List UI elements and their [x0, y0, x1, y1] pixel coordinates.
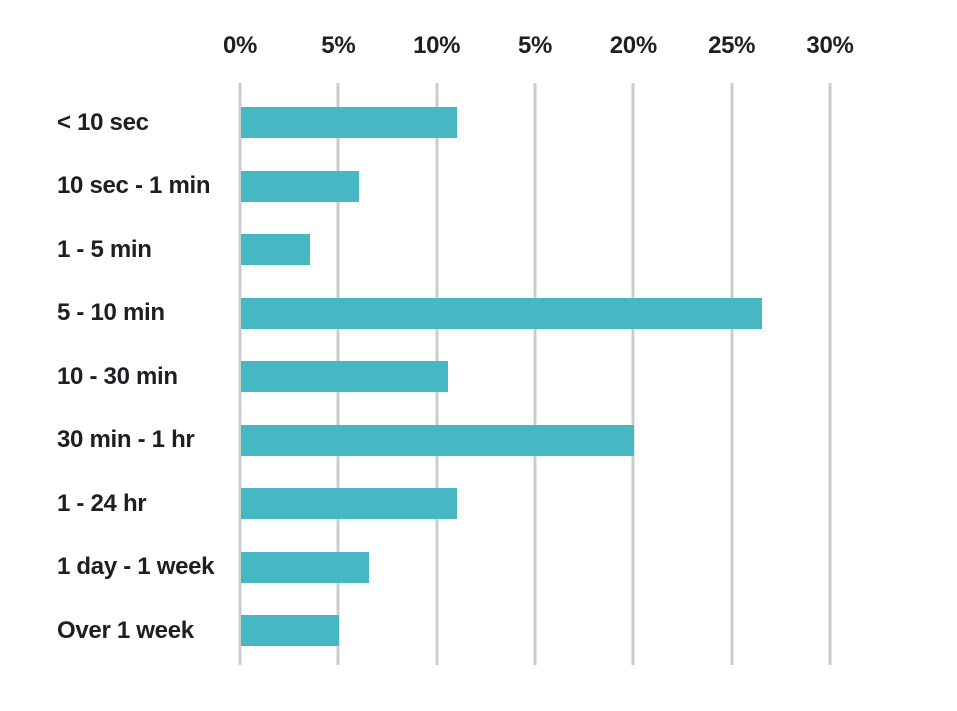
- bar: [241, 361, 448, 392]
- gridline: [631, 83, 635, 665]
- bar: [241, 297, 763, 329]
- gridline: [533, 83, 537, 665]
- bar: [241, 551, 369, 583]
- category-label: 1 - 24 hr: [57, 489, 147, 517]
- bar: [241, 107, 458, 138]
- x-tick-label: 30%: [806, 32, 854, 59]
- category-label: 1 - 5 min: [57, 235, 152, 263]
- category-label: Over 1 week: [57, 616, 194, 644]
- gridline: [730, 83, 734, 665]
- x-tick-label: 10%: [413, 32, 461, 59]
- category-label: 1 day - 1 week: [57, 553, 215, 580]
- x-tick-label: 0%: [222, 32, 258, 59]
- bar: [241, 234, 310, 265]
- category-label: < 10 sec: [57, 108, 149, 136]
- gridline: [828, 83, 832, 665]
- bar: [241, 170, 359, 202]
- gridline: [238, 83, 242, 665]
- plot-area: [238, 83, 832, 665]
- x-tick-label: 5%: [517, 32, 553, 59]
- category-label: 10 sec - 1 min: [57, 172, 211, 199]
- bar: [241, 424, 635, 456]
- x-tick-label: 5%: [321, 32, 356, 59]
- category-label: 30 min - 1 hr: [57, 426, 195, 453]
- x-tick-label: 20%: [609, 32, 657, 59]
- bar: [241, 488, 458, 519]
- category-label: 10 - 30 min: [57, 362, 178, 390]
- bar: [241, 615, 340, 646]
- category-label: 5 - 10 min: [57, 299, 165, 326]
- x-tick-label: 25%: [708, 32, 756, 59]
